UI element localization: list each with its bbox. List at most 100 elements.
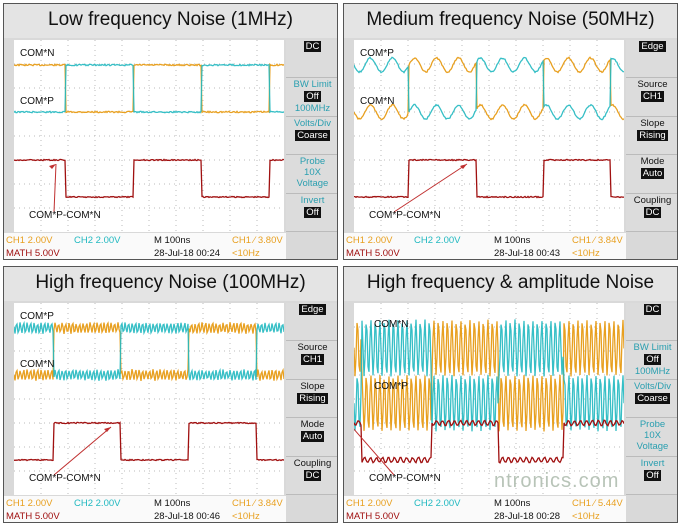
scope-panel: High frequency Noise (100MHz) COM*P COM*N C… [3, 266, 338, 523]
status-bar: CH1 2.00V CH2 2.00V M 100ns CH1 ∕ 3.84V MATH… [4, 496, 286, 522]
waveform-display: COM*N COM*P COM*P-COM*N [14, 40, 284, 232]
ch1-trace [354, 319, 624, 432]
status-ch2: CH2 2.00V [414, 498, 461, 509]
menu-item-value: Rising [637, 129, 668, 141]
ch2-trace [354, 56, 624, 121]
menu-item-value: Off [304, 91, 321, 103]
side-menu: Edge Source CH1 Slope Rising Mode Auto Coupling… [286, 303, 337, 495]
status-time: M 100ns [154, 235, 191, 246]
menu-item-value: Off [644, 469, 661, 481]
waveform-display: COM*N COM*P COM*P-COM*N [354, 303, 624, 495]
status-ch1: CH1 2.00V [346, 498, 393, 509]
status-ch2: CH2 2.00V [74, 235, 121, 246]
menu-item[interactable]: Slope Rising [626, 117, 677, 156]
menu-item-value: DC [643, 206, 662, 218]
menu-item[interactable]: Source CH1 [286, 341, 337, 380]
side-menu: DC BW Limit Off 100MHz Volts/Div Coarse Probe 1… [286, 40, 337, 232]
waveform-svg [354, 303, 624, 495]
waveform-svg [14, 303, 284, 495]
math-trace [14, 158, 284, 199]
menu-item-label: 10X [644, 430, 661, 442]
status-ch1: CH1 2.00V [6, 498, 53, 509]
annotation-arrow [53, 426, 112, 476]
menu-item-value: Coarse [635, 392, 670, 404]
menu-item-label: Invert [640, 457, 665, 469]
menu-item-value: Edge [639, 41, 666, 52]
menu-item[interactable]: Mode Auto [626, 155, 677, 194]
menu-item[interactable]: Invert Off [286, 194, 337, 232]
menu-item[interactable]: Volts/Div Coarse [626, 380, 677, 419]
status-freq: <10Hz [232, 248, 260, 259]
panel-title: High frequency Noise (100MHz) [4, 267, 337, 301]
menu-item[interactable]: Invert Off [626, 457, 677, 495]
menu-item-value: DC [303, 469, 322, 481]
status-trig: CH1 ∕ 3.84V [572, 235, 623, 246]
menu-item-label: Volts/Div [634, 380, 671, 392]
menu-item-label: Voltage [636, 441, 669, 453]
math-trace [354, 158, 624, 199]
watermark: ntronics.com [494, 470, 620, 492]
panel-title: Low frequency Noise (1MHz) [4, 4, 337, 38]
waveform-display: COM*P COM*N COM*P-COM*N [354, 40, 624, 232]
status-date: 28-Jul-18 00:46 [154, 511, 221, 522]
annotation-arrow [53, 163, 57, 213]
ch2-trace [14, 320, 284, 382]
menu-item-label: Invert [300, 194, 325, 206]
ch2-trace [354, 319, 624, 432]
annotation-arrow [354, 428, 395, 476]
menu-item[interactable]: Volts/Div Coarse [286, 117, 337, 156]
menu-item-value: CH1 [300, 354, 324, 366]
status-math: MATH 5.00V [346, 248, 400, 259]
menu-item[interactable]: BW Limit Off 100MHz [626, 341, 677, 380]
menu-item-extra: 100MHz [294, 103, 331, 115]
status-math: MATH 5.00V [6, 511, 60, 522]
menu-item[interactable]: Edge [286, 303, 337, 342]
ch1-trace [14, 321, 284, 382]
status-time: M 100ns [154, 498, 191, 509]
menu-item[interactable]: Probe 10X Voltage [626, 418, 677, 457]
menu-item-value: DC [643, 304, 662, 315]
menu-item[interactable]: BW Limit Off 100MHz [286, 78, 337, 117]
menu-item-value: Rising [297, 392, 328, 404]
menu-item-label: Voltage [296, 178, 329, 190]
status-date: 28-Jul-18 00:28 [494, 511, 561, 522]
status-bar: CH1 2.00V CH2 2.00V M 100ns CH1 ∕ 3.84V MATH… [344, 233, 626, 259]
menu-item-label: Probe [299, 156, 326, 168]
scope-panel: Low frequency Noise (1MHz) COM*N COM*P COM*… [3, 3, 338, 260]
arrow-head [460, 164, 467, 169]
trace-label-bottom: COM*N [360, 96, 395, 107]
status-freq: <10Hz [232, 511, 260, 522]
menu-item[interactable]: Mode Auto [286, 418, 337, 457]
status-date: 28-Jul-18 00:24 [154, 248, 221, 259]
status-bar: CH1 2.00V CH2 2.00V M 100ns CH1 ∕ 5.44V MATH… [344, 496, 626, 522]
status-time: M 100ns [494, 498, 531, 509]
ch2-trace [14, 63, 284, 114]
menu-item[interactable]: DC [286, 40, 337, 79]
trace-label-bottom: COM*P [20, 96, 54, 107]
status-freq: <10Hz [572, 511, 600, 522]
menu-item[interactable]: Edge [626, 40, 677, 79]
menu-item[interactable]: Coupling DC [286, 457, 337, 495]
status-freq: <10Hz [572, 248, 600, 259]
menu-item[interactable]: Probe 10X Voltage [286, 155, 337, 194]
menu-item-label: Coupling [293, 457, 332, 469]
menu-item[interactable]: DC [626, 303, 677, 342]
menu-item-label: BW Limit [293, 79, 332, 91]
menu-item[interactable]: Source CH1 [626, 78, 677, 117]
math-label: COM*P-COM*N [369, 473, 441, 484]
menu-item[interactable]: Slope Rising [286, 380, 337, 419]
trace-label-bottom: COM*N [20, 359, 55, 370]
trace-label-top: COM*P [20, 311, 54, 322]
status-date: 28-Jul-18 00:43 [494, 248, 561, 259]
menu-item-value: Auto [300, 431, 325, 443]
trace-label-top: COM*N [374, 319, 409, 330]
status-math: MATH 5.00V [6, 248, 60, 259]
menu-item-value: Off [644, 354, 661, 366]
menu-item[interactable]: Coupling DC [626, 194, 677, 232]
menu-item-label: Mode [300, 419, 325, 431]
menu-item-label: 10X [304, 167, 321, 179]
trace-label-bottom: COM*P [374, 381, 408, 392]
menu-item-value: Off [304, 206, 321, 218]
trace-label-top: COM*N [20, 48, 55, 59]
menu-item-label: Slope [300, 380, 325, 392]
